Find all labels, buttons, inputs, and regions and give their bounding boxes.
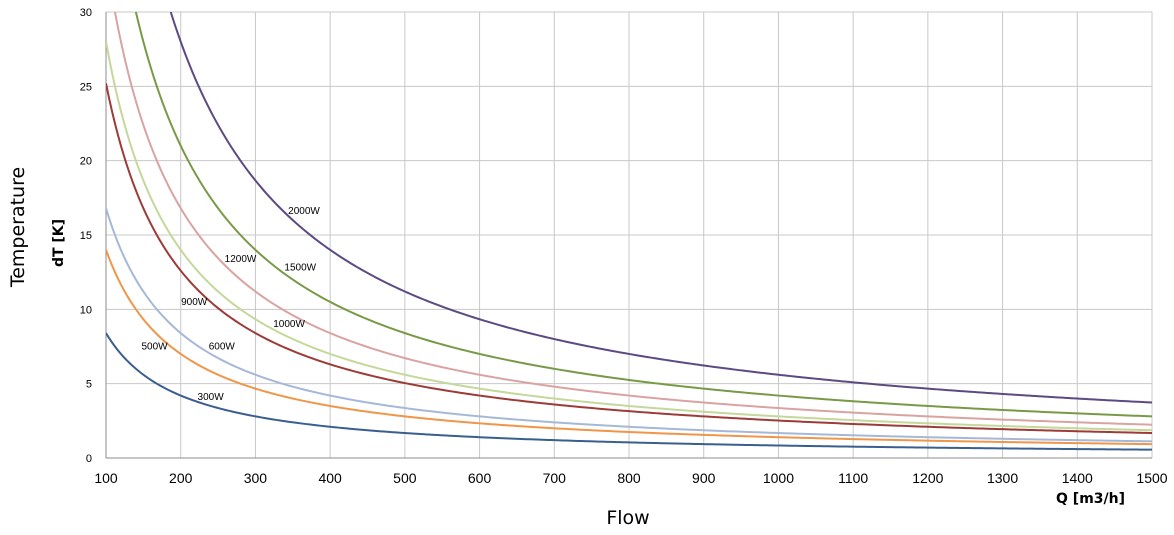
x-axis-unit-label: Q [m3/h] — [1056, 491, 1125, 507]
curve-label-2000W: 2000W — [288, 206, 320, 217]
x-tick-label: 1100 — [838, 470, 868, 486]
x-tick-label: 700 — [543, 470, 567, 486]
curve-1500W — [134, 12, 1152, 418]
x-tick-label: 1500 — [1136, 470, 1167, 486]
y-tick-labels: 0 5 10 15 20 25 30 — [80, 7, 92, 465]
y-tick-label: 5 — [86, 379, 92, 391]
curve-500W — [106, 249, 1152, 446]
y-tick-label: 15 — [80, 230, 92, 242]
curve-label-300W: 300W — [198, 392, 225, 403]
curve-label-900W: 900W — [181, 297, 208, 308]
curve-600W — [106, 207, 1152, 443]
curve-label-1500W: 1500W — [284, 263, 316, 274]
x-tick-label: 1000 — [763, 470, 794, 486]
y-tick-label: 25 — [80, 81, 92, 93]
y-axis-unit-label: dT [K] — [51, 219, 67, 267]
y-tick-label: 0 — [86, 453, 92, 465]
curve-2000W — [169, 12, 1152, 404]
curve-label-1200W: 1200W — [225, 254, 257, 265]
x-tick-label: 200 — [169, 470, 193, 486]
curve-1000W — [106, 41, 1152, 432]
x-axis-title: Flow — [606, 507, 649, 529]
x-tick-label: 300 — [244, 470, 268, 486]
x-tick-label: 900 — [692, 470, 716, 486]
grid — [105, 11, 1153, 459]
y-tick-label: 30 — [80, 7, 92, 19]
curve-1200W — [113, 12, 1152, 426]
curve-label-500W: 500W — [142, 341, 169, 352]
x-tick-label: 1200 — [912, 470, 943, 486]
x-tick-label: 1300 — [987, 470, 1018, 486]
y-axis-title: Temperature — [7, 167, 29, 288]
curve-label-600W: 600W — [209, 341, 236, 352]
y-tick-label: 20 — [80, 156, 92, 168]
curves — [106, 12, 1152, 451]
x-tick-label: 400 — [318, 470, 342, 486]
curve-label-1000W: 1000W — [273, 319, 305, 330]
x-tick-labels: 100 200 300 400 500 600 700 800 900 1000 1100 1200 1… — [94, 470, 1167, 486]
x-tick-label: 600 — [468, 470, 492, 486]
x-tick-label: 800 — [617, 470, 641, 486]
x-tick-label: 1400 — [1062, 470, 1093, 486]
y-tick-label: 10 — [80, 304, 92, 316]
curve-900W — [106, 83, 1152, 435]
x-tick-label: 500 — [393, 470, 417, 486]
curve-labels: 300W 500W 600W 900W 1000W 1200W 1500W 2000W — [142, 206, 321, 403]
x-tick-label: 100 — [94, 470, 118, 486]
curve-300W — [106, 332, 1152, 451]
